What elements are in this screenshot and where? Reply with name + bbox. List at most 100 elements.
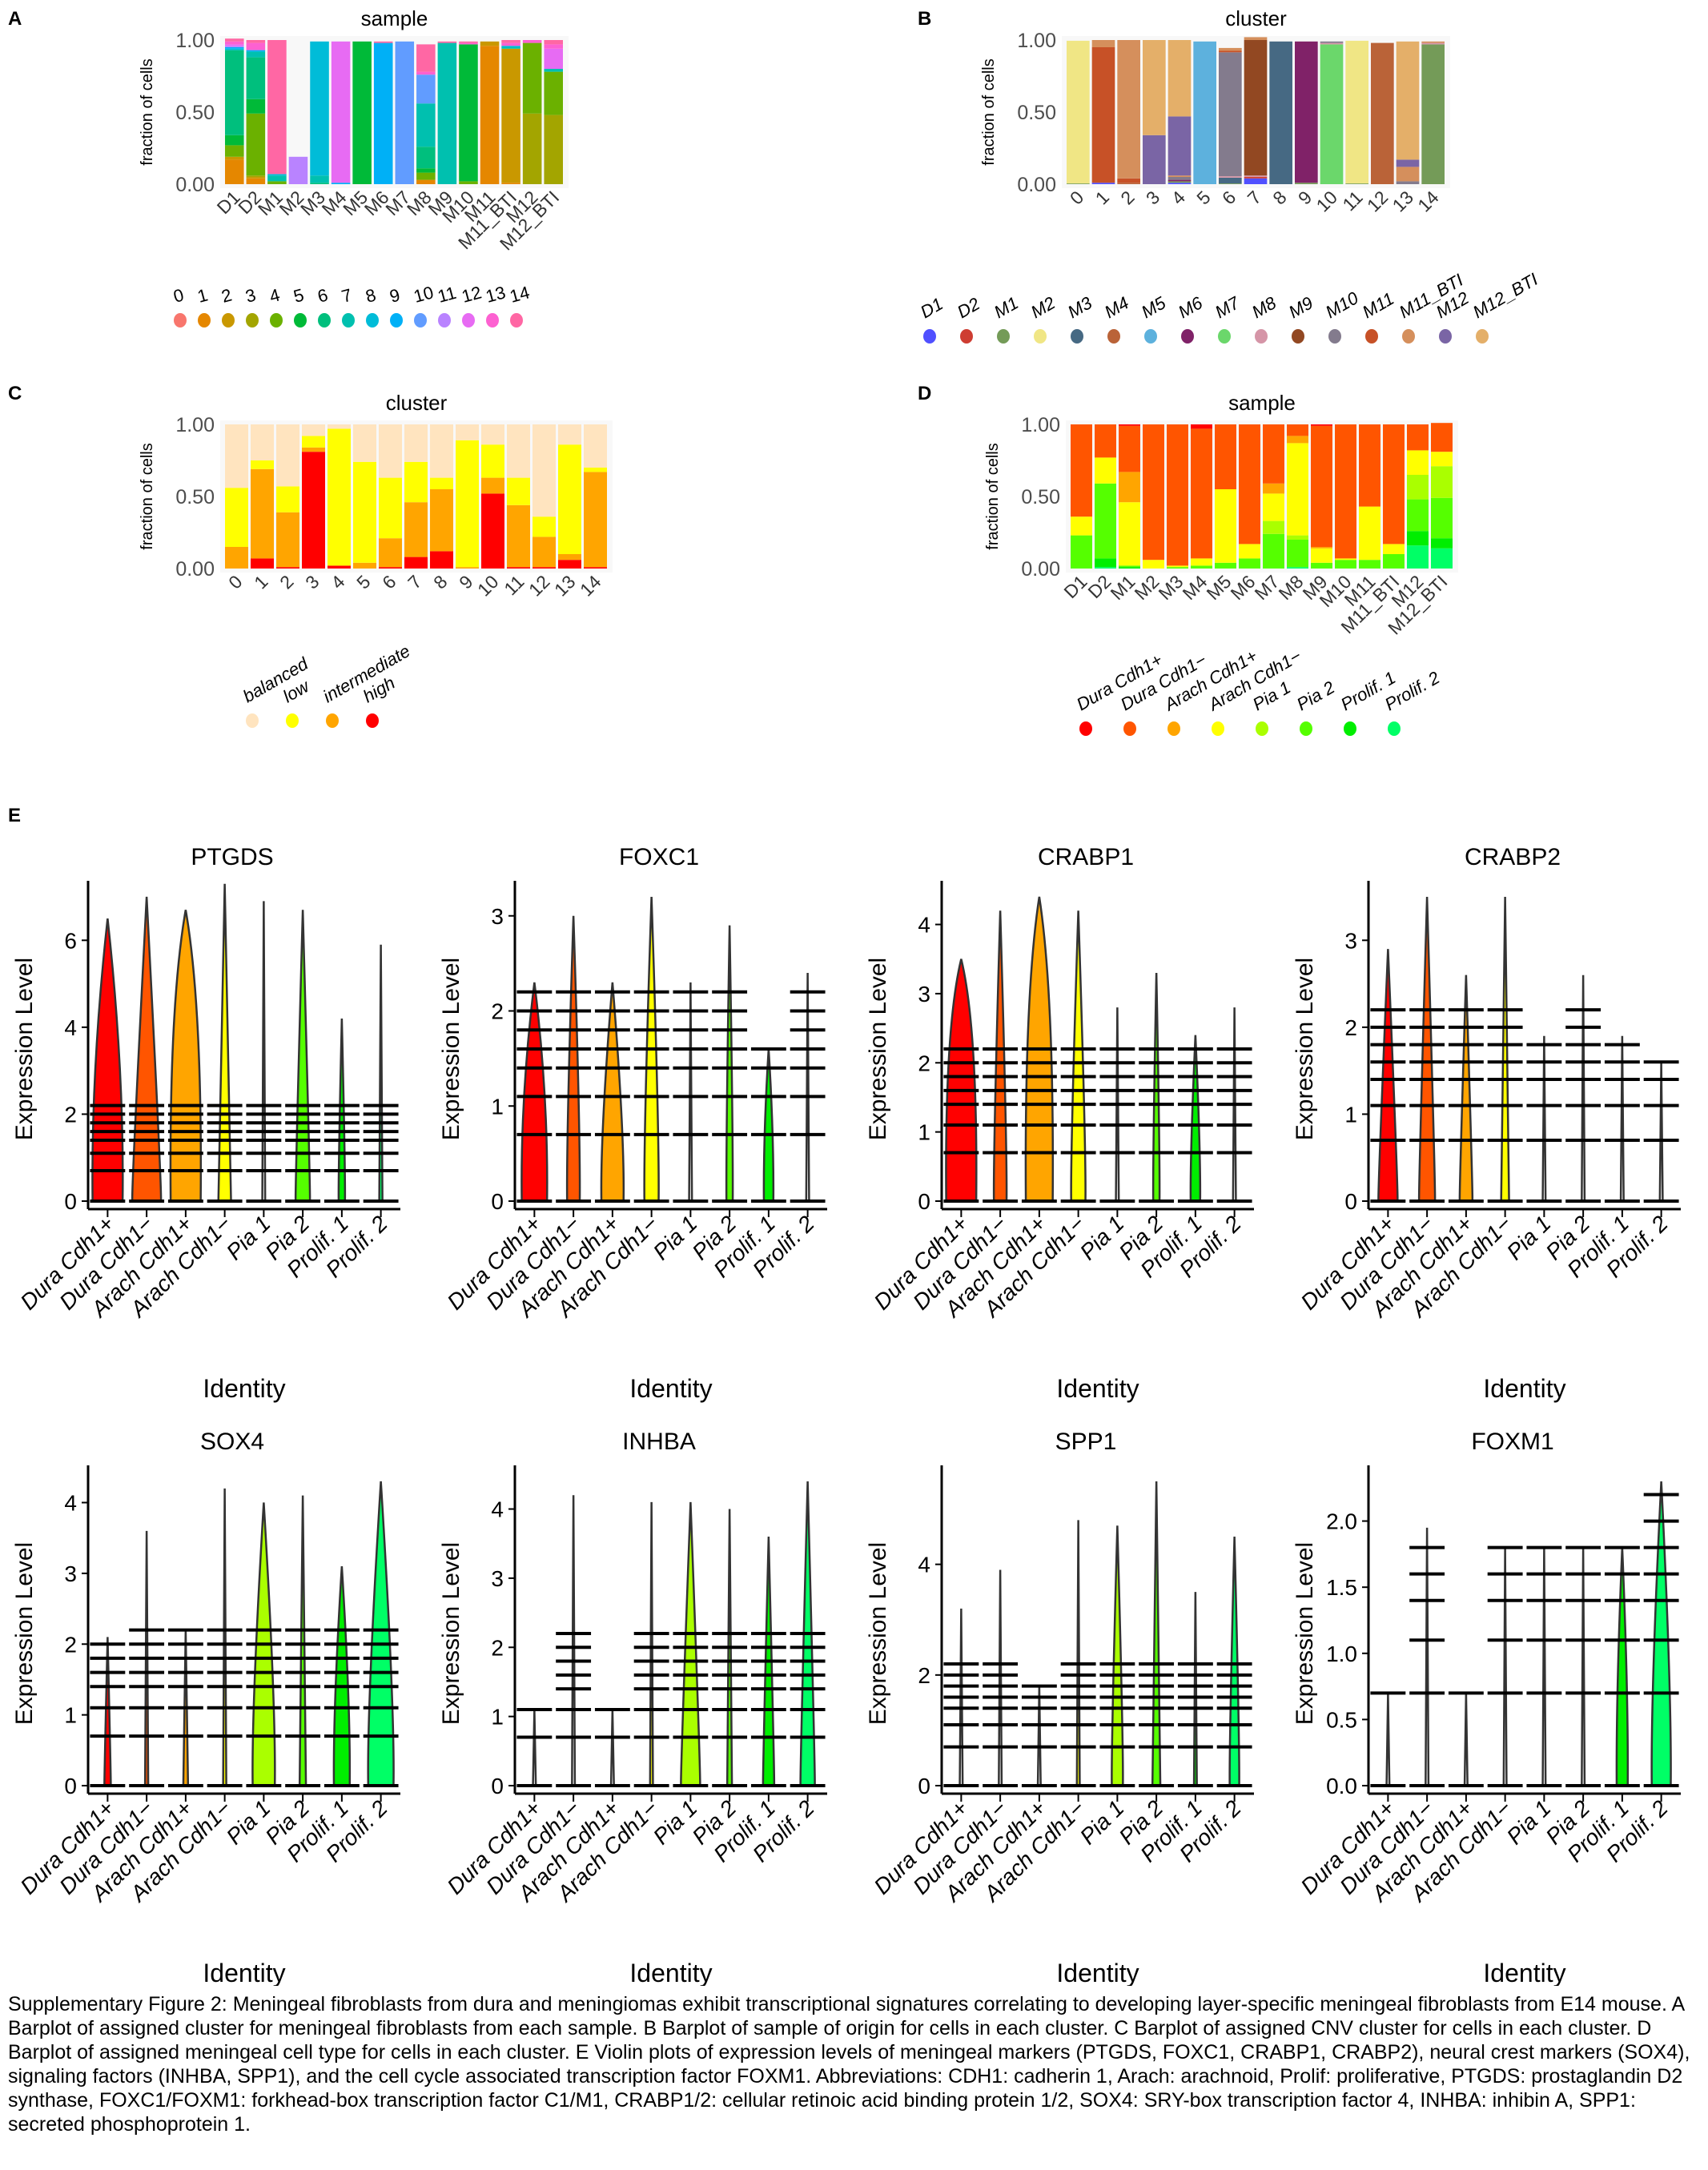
bar-segment xyxy=(1119,424,1140,426)
violin xyxy=(1581,1547,1586,1787)
legend-label: 5 xyxy=(291,285,306,307)
x-tick-label: 7 xyxy=(1244,187,1265,208)
violin xyxy=(367,1481,395,1787)
y-tick-label: 3 xyxy=(1344,928,1357,953)
bar-segment xyxy=(1219,47,1242,51)
bar-segment xyxy=(532,516,556,537)
bar-segment xyxy=(1191,558,1212,566)
y-tick-label: 0 xyxy=(918,1774,930,1798)
bar-segment xyxy=(416,172,436,180)
bar-segment xyxy=(522,113,542,184)
x-tick-label: 7 xyxy=(404,571,425,593)
bar-segment xyxy=(251,468,274,559)
chart-title: sample xyxy=(361,6,428,30)
bar-segment xyxy=(1119,472,1140,503)
bar-segment xyxy=(246,50,266,52)
legend-label: M4 xyxy=(1101,292,1132,322)
legend-swatch xyxy=(1388,721,1401,736)
y-tick-label: 0.50 xyxy=(175,486,215,508)
x-tick-label: 14 xyxy=(1413,187,1443,216)
bar-segment xyxy=(225,145,244,157)
violin xyxy=(571,1495,577,1787)
bar-segment xyxy=(416,103,436,147)
bar-segment xyxy=(225,547,248,569)
bar-segment xyxy=(373,41,393,43)
y-tick-label: 0 xyxy=(918,1189,930,1214)
legend-label: M7 xyxy=(1212,292,1244,322)
bar-segment xyxy=(1167,179,1192,182)
bar-segment xyxy=(501,42,520,46)
x-tick-label: 8 xyxy=(429,571,451,593)
violin xyxy=(565,915,581,1203)
x-axis-label: Identity xyxy=(1056,1959,1139,1986)
violin xyxy=(1463,1693,1469,1787)
violin xyxy=(1425,1527,1430,1787)
legend-swatch xyxy=(923,329,936,344)
bar-segment xyxy=(1117,178,1140,183)
legend-swatch xyxy=(294,313,307,328)
bar-segment xyxy=(1287,443,1308,536)
legend-swatch xyxy=(1181,329,1194,344)
legend-swatch xyxy=(286,713,299,728)
bar-segment xyxy=(1263,424,1284,484)
legend-swatch xyxy=(318,313,331,328)
gene-title: SPP1 xyxy=(1055,1429,1117,1455)
bar-segment xyxy=(1287,424,1308,436)
bar-segment xyxy=(404,424,428,462)
bar-segment xyxy=(1119,565,1140,568)
y-tick-label: 1 xyxy=(64,1703,77,1728)
bar-segment xyxy=(1143,135,1166,184)
bar-segment xyxy=(1219,50,1242,53)
violin xyxy=(649,1501,654,1787)
bar-segment xyxy=(501,46,520,47)
bar-segment xyxy=(1295,41,1318,183)
y-tick-label: 4 xyxy=(64,1015,77,1040)
bar-segment xyxy=(246,177,266,179)
x-tick-label: Pia 1 xyxy=(1075,1211,1129,1264)
panel-label-e: E xyxy=(8,805,22,826)
bar-segment xyxy=(1383,554,1405,569)
violin xyxy=(1151,1481,1162,1787)
bar-segment xyxy=(379,477,402,539)
y-tick-label: 4 xyxy=(918,913,930,938)
bar-segment xyxy=(225,488,248,547)
legend-label: 12 xyxy=(460,282,484,306)
violin xyxy=(1036,1686,1042,1787)
bar-segment xyxy=(532,424,556,517)
bar-segment xyxy=(267,175,287,182)
bar-segment xyxy=(456,567,479,569)
x-tick-label: Pia 1 xyxy=(1502,1795,1556,1849)
bar-segment xyxy=(584,567,607,569)
bar-segment xyxy=(1311,548,1332,563)
x-tick-label: 5 xyxy=(1192,187,1214,208)
legend-swatch xyxy=(1167,721,1180,736)
bar-segment xyxy=(379,424,402,478)
y-tick-label: 0 xyxy=(64,1774,77,1798)
violin xyxy=(998,1569,1003,1787)
bar-segment xyxy=(225,50,244,135)
gene-title: SOX4 xyxy=(200,1429,264,1455)
bar-segment xyxy=(1431,497,1453,539)
bar-segment xyxy=(353,562,376,569)
y-tick-label: 0.00 xyxy=(1021,558,1060,581)
bar-segment xyxy=(379,567,402,569)
bar-segment xyxy=(328,565,351,569)
y-tick-label: 0.5 xyxy=(1326,1707,1357,1732)
x-tick-label: 14 xyxy=(576,571,605,601)
violin xyxy=(261,901,267,1203)
violin xyxy=(1541,1547,1547,1787)
bar-segment xyxy=(481,493,504,569)
violin xyxy=(600,982,625,1203)
bar-segment xyxy=(1421,44,1445,185)
bar-segment xyxy=(1311,562,1332,569)
y-tick-label: 2 xyxy=(918,1051,930,1075)
bar-segment xyxy=(1287,540,1308,568)
violin xyxy=(688,982,693,1203)
bar-segment xyxy=(501,47,520,49)
violin xyxy=(1377,949,1399,1203)
bar-segment xyxy=(288,156,308,184)
x-axis-label: Identity xyxy=(629,1959,712,1986)
bar-segment xyxy=(225,424,248,488)
bar-segment xyxy=(1239,544,1260,559)
legend-swatch xyxy=(342,313,355,328)
